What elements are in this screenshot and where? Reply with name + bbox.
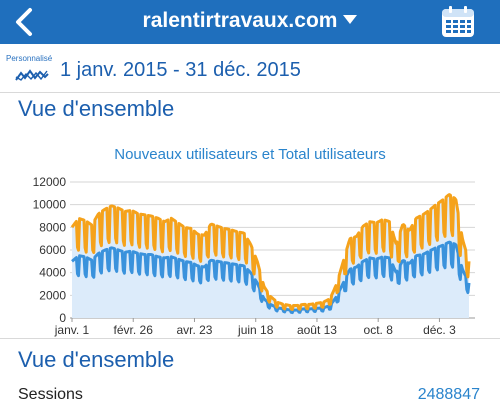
x-tick-label: août 13 [297, 323, 337, 337]
y-tick-label: 2000 [39, 288, 66, 302]
metric-label: Sessions [18, 386, 83, 403]
trend-line-icon [15, 69, 49, 81]
y-tick-label: 12000 [33, 175, 67, 189]
chart-card [0, 128, 500, 339]
y-tick-label: 4000 [39, 266, 66, 280]
metric-value[interactable]: 2488847 [417, 386, 480, 403]
chart-title: Nouveaux utilisateurs et Total utilisate… [114, 146, 386, 163]
property-selector[interactable]: ralentirtravaux.com [0, 0, 500, 44]
x-tick-label: juin 18 [237, 323, 274, 337]
top-bar: ralentirtravaux.com [0, 0, 500, 44]
date-range-text: 1 janv. 2015 - 31 déc. 2015 [60, 59, 301, 81]
y-tick-label: 10000 [33, 198, 67, 212]
calendar-icon[interactable] [440, 5, 476, 39]
site-name: ralentirtravaux.com [142, 9, 338, 32]
metric-row-sessions[interactable]: Sessions 2488847 [0, 382, 500, 412]
new-users-series-line [71, 240, 471, 315]
y-tick-label: 8000 [39, 220, 66, 234]
x-tick-label: janv. 1 [54, 323, 90, 337]
y-tick-label: 6000 [39, 243, 66, 257]
x-tick-label: févr. 26 [114, 323, 154, 337]
x-tick-label: oct. 8 [364, 323, 394, 337]
date-range-bar[interactable]: Personnalisé 1 janv. 2015 - 31 déc. 2015 [0, 44, 500, 93]
overview-heading: Vue d'ensemble [18, 96, 175, 121]
total-users-series-line [70, 193, 471, 311]
users-area-chart: 0 2000 4000 6000 8000 10000 12000 janv. 1 févr. … [33, 175, 475, 337]
back-chevron-icon[interactable] [10, 6, 38, 38]
y-tick-label: 0 [59, 311, 66, 325]
range-mode-label: Personnalisé [6, 54, 53, 63]
overview-heading-2: Vue d'ensemble [18, 347, 175, 372]
x-tick-label: avr. 23 [176, 323, 212, 337]
x-tick-label: déc. 3 [423, 323, 456, 337]
dropdown-caret-icon [343, 14, 358, 24]
